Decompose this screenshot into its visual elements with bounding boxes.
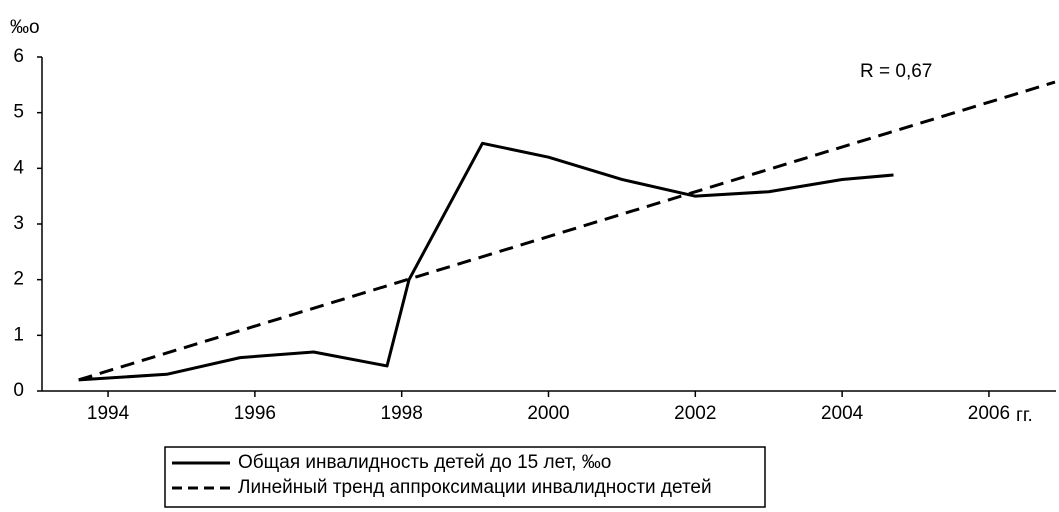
series-line	[78, 141, 894, 382]
x-tick-label: 1994	[87, 403, 130, 424]
legend	[164, 446, 766, 508]
x-tick-label: 2006	[968, 403, 1010, 424]
y-tick-label: 2	[13, 269, 24, 290]
x-tick-label: 2004	[821, 403, 864, 424]
x-tick-label: 1996	[234, 403, 276, 424]
y-tick-label: 6	[13, 46, 24, 67]
y-tick-label: 4	[13, 157, 24, 178]
x-axis-unit: гг.	[1016, 405, 1033, 426]
x-tick-label: 1998	[381, 403, 423, 424]
y-tick-label: 5	[13, 102, 24, 123]
y-tick-label: 1	[13, 324, 24, 345]
legend-label: Общая инвалидность детей до 15 лет, ‰о	[238, 452, 611, 473]
series-line	[78, 80, 1056, 382]
y-axis-label: ‰о	[10, 17, 40, 38]
x-tick-label: 2002	[674, 403, 716, 424]
annotation: R = 0,67	[860, 61, 932, 82]
x-tick-label: 2000	[527, 403, 569, 424]
y-tick-label: 0	[13, 380, 24, 401]
legend-label: Линейный тренд аппроксимации инвалидност…	[238, 477, 712, 498]
y-tick-label: 3	[13, 213, 24, 234]
